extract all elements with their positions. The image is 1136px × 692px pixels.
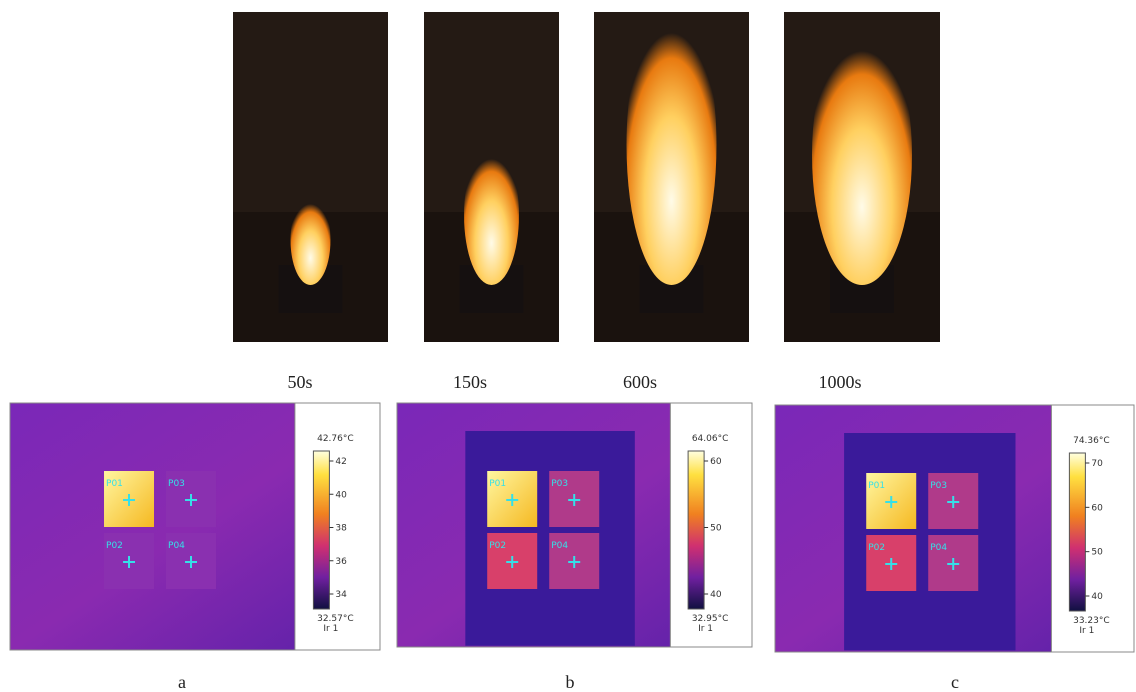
tick-label: 40 [710, 590, 722, 600]
time-label: 600s [623, 372, 657, 392]
panel-label: c [951, 672, 959, 692]
flame [464, 145, 519, 285]
max-label: 74.36°C [1073, 436, 1110, 446]
point-label: P02 [106, 541, 123, 551]
wall [233, 12, 388, 212]
max-label: 64.06°C [692, 434, 729, 444]
point-label: P02 [868, 543, 885, 553]
point-label: P03 [551, 479, 568, 489]
time-label: 150s [453, 372, 487, 392]
layer-label: Ir 1 [1079, 626, 1094, 636]
panel-label: a [178, 672, 186, 692]
point-label: P01 [868, 481, 885, 491]
colorbar [313, 451, 329, 609]
point-label: P04 [930, 543, 947, 553]
time-label: 1000s [818, 372, 861, 392]
point-label: P04 [551, 541, 568, 551]
point-label: P01 [106, 479, 123, 489]
layer-label: Ir 1 [323, 624, 338, 634]
tick-label: 40 [335, 490, 347, 500]
tick-label: 42 [335, 457, 346, 467]
point-label: P04 [168, 541, 185, 551]
min-label: 32.57°C [317, 614, 354, 624]
tick-label: 34 [335, 590, 347, 600]
min-label: 33.23°C [1073, 616, 1110, 626]
tick-label: 36 [335, 557, 347, 567]
tick-label: 38 [335, 524, 347, 534]
point-label: P02 [489, 541, 506, 551]
tick-label: 50 [1091, 548, 1103, 558]
max-label: 42.76°C [317, 434, 354, 444]
point-label: P01 [489, 479, 506, 489]
colorbar [1069, 453, 1085, 611]
flame [812, 25, 912, 285]
tick-label: 60 [1091, 503, 1103, 513]
layer-label: Ir 1 [698, 624, 713, 634]
panel-label: b [566, 672, 575, 692]
tick-label: 50 [710, 524, 722, 534]
colorbar [688, 451, 704, 609]
flame [627, 5, 717, 285]
point-label: P03 [168, 479, 185, 489]
tick-label: 70 [1091, 459, 1103, 469]
min-label: 32.95°C [692, 614, 729, 624]
point-label: P03 [930, 481, 947, 491]
figure: 50s 150s 600s 1000s P01 P03 P02 P04 42.76°C 32.57… [0, 0, 1136, 692]
tick-label: 60 [710, 457, 722, 467]
time-label: 50s [287, 372, 312, 392]
flame [291, 195, 331, 285]
tick-label: 40 [1091, 592, 1103, 602]
